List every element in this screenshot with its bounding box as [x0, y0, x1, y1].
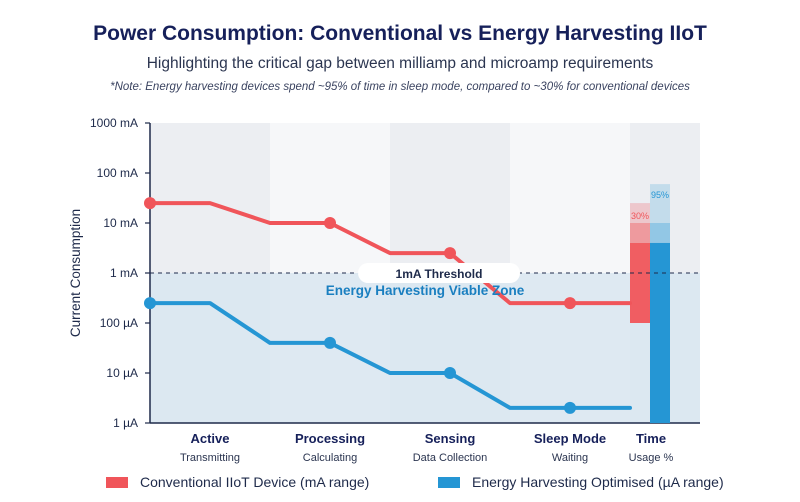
x-category-label-0: Active	[190, 431, 229, 446]
y-tick-label-0: 1000 mA	[90, 116, 138, 130]
x-category-label-1: Processing	[295, 431, 365, 446]
y-tick-label-6: 1 µA	[113, 416, 138, 430]
data-point-harvesting-0	[144, 297, 156, 310]
x-category-label-3: Sleep Mode	[534, 431, 606, 446]
x-category-sublabel-0: Transmitting	[180, 452, 240, 464]
legend-label-harvesting: Energy Harvesting Optimised (µA range)	[472, 474, 724, 490]
legend-label-conventional: Conventional IIoT Device (mA range)	[140, 474, 370, 490]
x-category-label-2: Sensing	[425, 431, 476, 446]
y-tick-label-1: 100 mA	[97, 166, 138, 180]
viable-zone-area	[150, 273, 700, 423]
power-consumption-chart: 1000 mA 100 mA 10 mA 1 mA 100 µA 10 µA 1 µA Cur…	[68, 116, 700, 464]
data-point-conventional-3	[324, 217, 336, 229]
chart-title: Power Consumption: Conventional vs Energ…	[93, 22, 707, 45]
viable-zone-label: Energy Harvesting Viable Zone	[326, 283, 525, 298]
y-tick-label-3: 1 mA	[110, 266, 138, 280]
usage-bar-harvesting-mid	[650, 223, 670, 243]
threshold-label: 1mA Threshold	[396, 267, 483, 281]
x-category-sublabel-3: Waiting	[552, 452, 588, 464]
data-point-conventional-5	[444, 247, 456, 260]
y-axis-label: Current Consumption	[68, 209, 83, 337]
y-tick-label-4: 100 µA	[100, 316, 138, 330]
chart-subtitle: Highlighting the critical gap between mi…	[146, 55, 654, 72]
usage-bar-conventional-faint	[630, 203, 650, 223]
y-tick-label-5: 10 µA	[106, 366, 138, 380]
x-category-sublabel-1: Calculating	[303, 452, 357, 464]
y-tick-label-2: 10 mA	[103, 216, 138, 230]
usage-label-conventional: 30%	[631, 211, 649, 221]
legend-item-harvesting: Energy Harvesting Optimised (µA range)	[438, 474, 724, 490]
data-point-harvesting-5	[444, 367, 456, 379]
chart-note: *Note: Energy harvesting devices spend ~…	[110, 81, 690, 93]
series-line-conventional	[148, 201, 632, 306]
legend-swatch-conventional	[106, 476, 128, 488]
usage-bar-conventional	[630, 242, 650, 323]
usage-bar-harvesting	[650, 242, 670, 423]
usage-bar-harvesting-faint	[650, 184, 670, 223]
x-category-sublabel-4: Usage %	[629, 452, 674, 464]
legend-swatch-harvesting	[438, 476, 460, 488]
x-category-sublabel-2: Data Collection	[413, 452, 488, 464]
data-point-conventional-7	[564, 297, 576, 310]
usage-bar-conventional-mid	[630, 223, 650, 243]
usage-label-harvesting: 95%	[651, 190, 669, 200]
x-category-label-4: Time	[636, 431, 666, 446]
legend-item-conventional: Conventional IIoT Device (mA range)	[106, 474, 369, 490]
data-point-conventional-0	[144, 197, 156, 210]
threshold-label-bg	[358, 263, 520, 283]
series-line-harvesting	[148, 301, 632, 410]
data-point-harvesting-3	[324, 336, 336, 349]
data-point-harvesting-7	[564, 401, 576, 414]
